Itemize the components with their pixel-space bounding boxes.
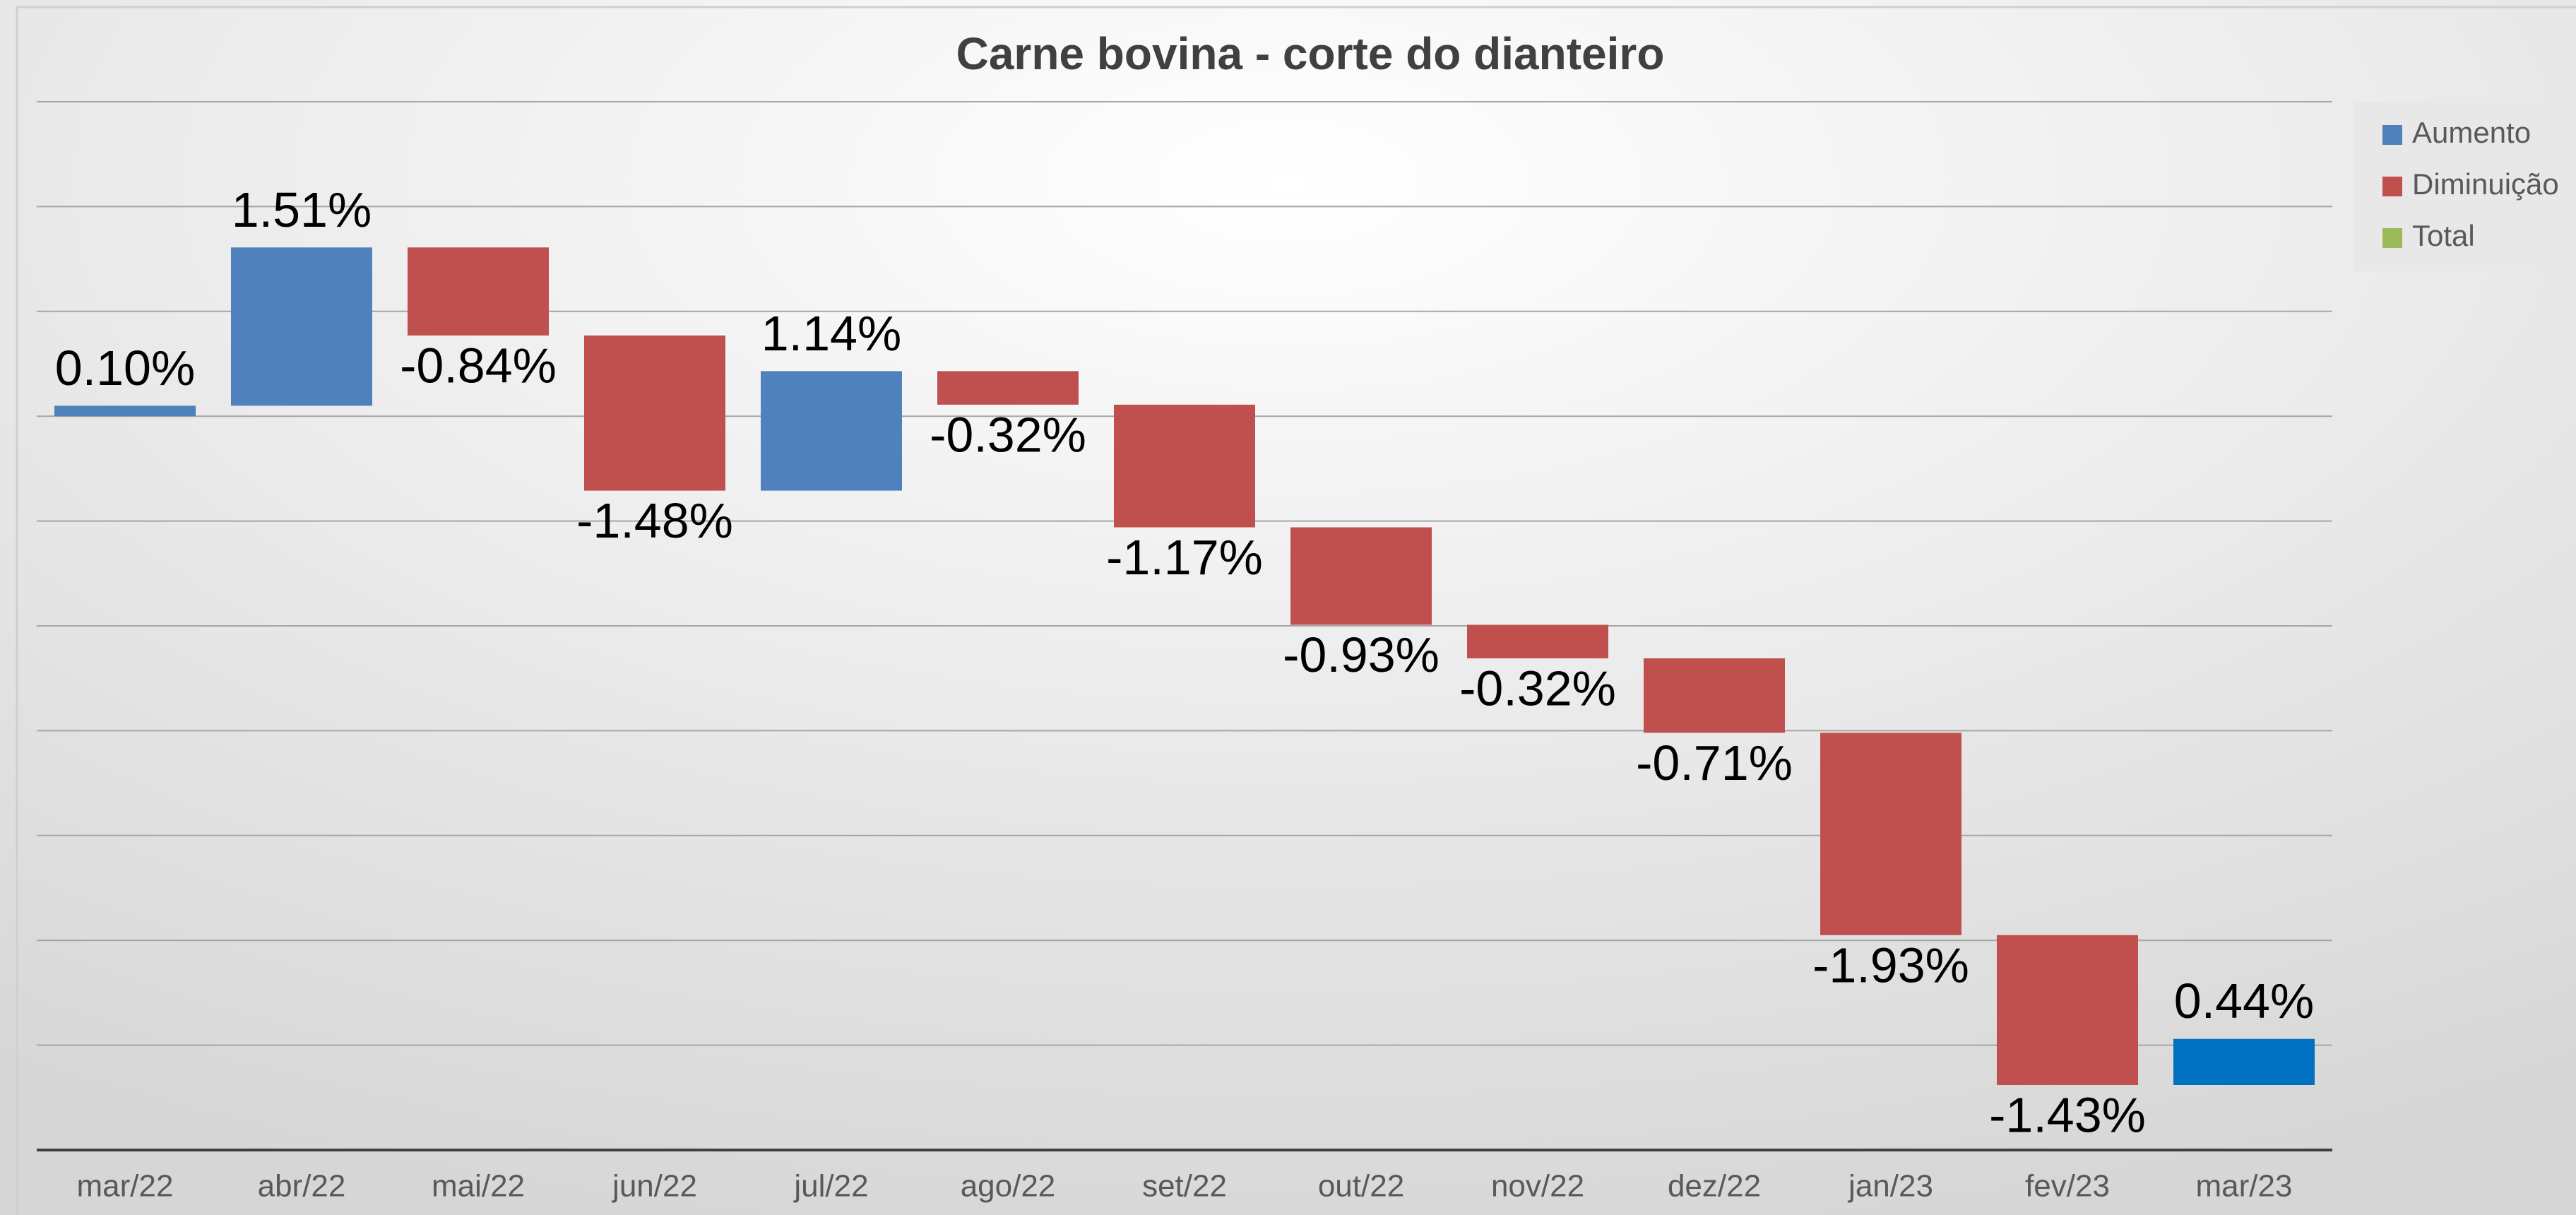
data-label: -1.48%	[576, 493, 733, 548]
x-tick-label: mai/22	[432, 1169, 525, 1204]
bar	[54, 405, 196, 417]
legend-swatch	[2382, 125, 2402, 145]
data-label: -0.84%	[400, 338, 557, 393]
bar	[231, 247, 372, 406]
legend-swatch	[2382, 228, 2402, 248]
x-tick-label: jan/23	[1847, 1169, 1933, 1204]
data-label: 0.10%	[55, 340, 195, 396]
data-label: 0.44%	[2174, 973, 2314, 1029]
data-label: -0.71%	[1636, 735, 1793, 790]
bar	[1997, 935, 2138, 1085]
bar	[1820, 733, 1961, 935]
bar	[2173, 1038, 2315, 1085]
bar	[937, 371, 1079, 405]
x-tick-label: ago/22	[961, 1169, 1056, 1204]
data-label: -1.43%	[1989, 1087, 2146, 1142]
data-label: -1.17%	[1106, 530, 1263, 585]
x-tick-label: mar/23	[2196, 1169, 2293, 1204]
x-tick-label: set/22	[1142, 1169, 1227, 1204]
bar	[1644, 658, 1785, 733]
chart-title: Carne bovina - corte do dianteiro	[956, 28, 1665, 79]
legend-label: Diminuição	[2412, 167, 2559, 201]
bar	[1467, 624, 1608, 659]
bar	[761, 371, 902, 491]
legend-swatch	[2382, 177, 2402, 196]
bar	[1290, 527, 1432, 625]
data-label: 1.14%	[761, 306, 901, 361]
x-tick-label: abr/22	[258, 1169, 346, 1204]
legend-label: Aumento	[2412, 116, 2531, 149]
data-label: -0.93%	[1283, 627, 1440, 682]
x-tick-label: nov/22	[1491, 1169, 1584, 1204]
legend-label: Total	[2412, 219, 2475, 252]
x-tick-label: jun/22	[611, 1169, 697, 1204]
bar	[584, 335, 725, 491]
data-label: -1.93%	[1812, 937, 1969, 992]
bar	[1114, 404, 1255, 528]
x-tick-label: fev/23	[2025, 1169, 2110, 1204]
x-tick-label: out/22	[1318, 1169, 1404, 1204]
x-tick-label: jul/22	[793, 1169, 868, 1204]
x-tick-label: dez/22	[1668, 1169, 1761, 1204]
data-label: -0.32%	[930, 407, 1086, 462]
data-label: -0.32%	[1459, 660, 1616, 716]
bar	[408, 247, 549, 336]
data-label: 1.51%	[232, 182, 372, 237]
x-tick-label: mar/22	[77, 1169, 174, 1204]
